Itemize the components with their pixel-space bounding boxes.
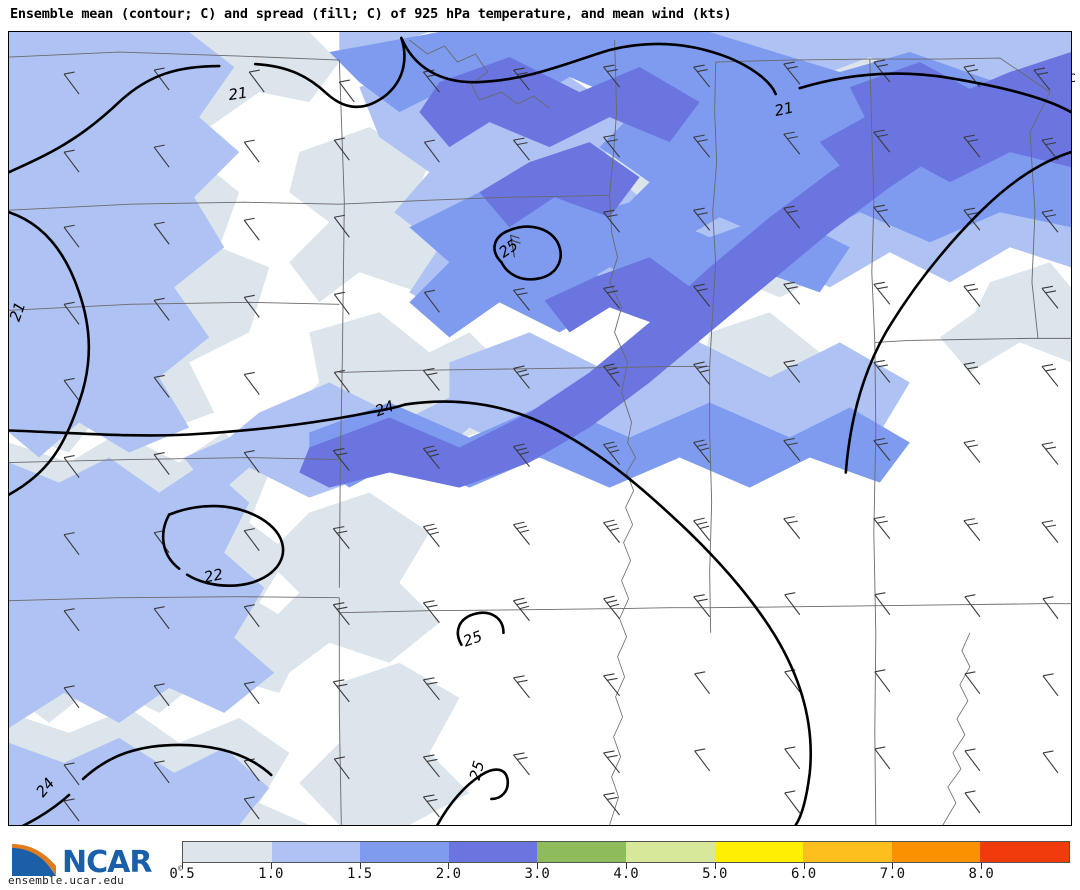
colorbar-segment-2 [360, 842, 449, 862]
colorbar-label-1: 1.0 [258, 866, 284, 882]
copyright-symbol: © [178, 864, 183, 873]
colorbar-tick-3 [448, 863, 450, 869]
svg-text:24: 24 [373, 397, 397, 420]
state-boundaries [9, 39, 1071, 825]
colorbar-label-2: 1.5 [346, 866, 373, 882]
colorbar-tick-labels: 0.5 1.0 1.5 2.0 3.0 4.0 5.0 6.0 7.0 8.0 [0, 866, 1080, 886]
colorbar-ticks [182, 863, 1070, 871]
colorbar-label-7: 6.0 [790, 866, 817, 882]
colorbar-tick-9 [981, 863, 983, 869]
colorbar-label-9: 8.0 [968, 866, 994, 882]
svg-text:21: 21 [227, 84, 248, 104]
colorbar-tick-6 [714, 863, 716, 869]
svg-text:NCAR: NCAR [62, 845, 152, 880]
colorbar-segment-7 [803, 842, 892, 862]
spread-colorbar[interactable] [182, 841, 1070, 863]
svg-text:25: 25 [466, 759, 488, 782]
colorbar-segment-4 [537, 842, 626, 862]
colorbar-tick-2 [359, 863, 361, 869]
spread-fill-level-2p0 [299, 52, 1071, 488]
colorbar-label-8: 7.0 [879, 866, 906, 882]
colorbar-tick-8 [892, 863, 894, 869]
colorbar-tick-0 [182, 863, 183, 869]
colorbar-segment-5 [625, 842, 715, 862]
colorbar-segment-6 [714, 842, 804, 862]
temperature-contours [9, 36, 1071, 825]
colorbar-segment-1 [271, 842, 361, 862]
colorbar-segment-8 [891, 842, 981, 862]
colorbar-label-0: 0.5 [169, 866, 195, 882]
svg-text:22: 22 [202, 565, 224, 587]
ncar-logo-mark: NCAR [12, 840, 153, 880]
svg-text:21: 21 [9, 300, 29, 324]
ncar-logo: NCAR [6, 836, 176, 886]
colorbar-label-5: 4.0 [613, 866, 639, 882]
colorbar-tick-4 [537, 863, 539, 869]
svg-text:21: 21 [773, 98, 795, 120]
header-bar: Ensemble mean (contour; C) and spread (f… [0, 0, 1080, 85]
colorbar-label-3: 2.0 [435, 866, 462, 882]
colorbar-segment-0 [183, 842, 272, 862]
svg-text:25: 25 [461, 627, 485, 650]
colorbar-tick-5 [626, 863, 627, 869]
colorbar-segment-3 [448, 842, 538, 862]
map-panel[interactable]: 21 21 21 24 22 25 24 25 25 [8, 31, 1072, 826]
colorbar-tick-1 [270, 863, 272, 869]
colorbar-label-4: 3.0 [524, 866, 550, 882]
page-title: Ensemble mean (contour; C) and spread (f… [10, 6, 732, 22]
map-canvas: 21 21 21 24 22 25 24 25 25 [9, 32, 1071, 825]
ncar-url-label: ensemble.ucar.edu [8, 874, 124, 887]
colorbar-tick-7 [803, 863, 805, 869]
colorbar-segment-9 [980, 842, 1069, 862]
colorbar-label-6: 5.0 [702, 866, 728, 882]
